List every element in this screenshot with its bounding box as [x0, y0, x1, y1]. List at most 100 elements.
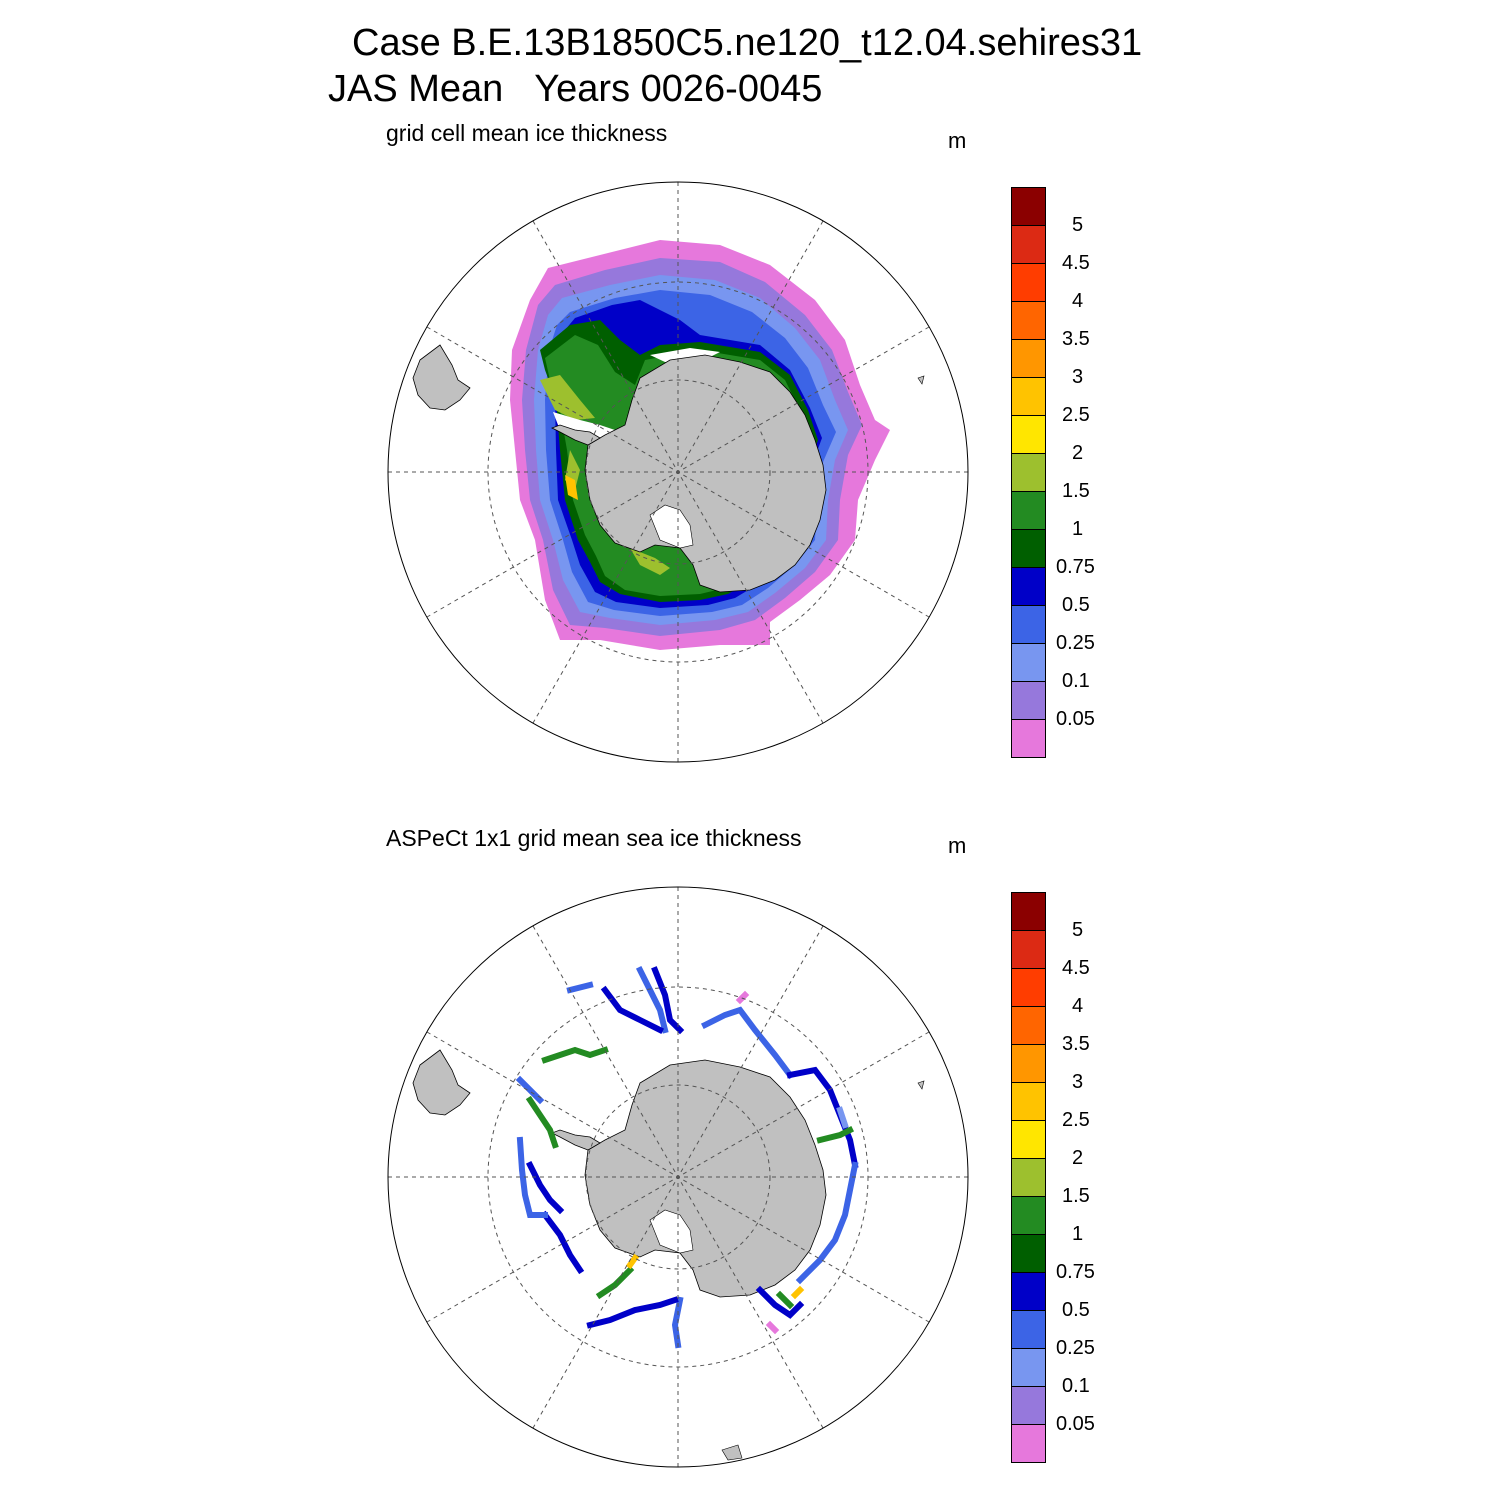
colorbar-swatch — [1011, 1234, 1046, 1273]
colorbar-swatch — [1011, 301, 1046, 340]
panel1-colorbar — [1011, 187, 1046, 758]
colorbar-swatch — [1011, 1386, 1046, 1425]
colorbar-tick-label: 1 — [1072, 518, 1084, 540]
colorbar-tick-label: 5 — [1072, 214, 1084, 236]
colorbar-tick-label: 0.05 — [1056, 708, 1095, 730]
track-8 — [795, 1161, 859, 1285]
colorbar-tick-label: 3.5 — [1062, 1033, 1090, 1055]
track-1 — [635, 965, 669, 1034]
track-16 — [525, 1095, 559, 1149]
colorbar-tick-label: 0.1 — [1062, 670, 1090, 692]
colorbar-tick-label: 3.5 — [1062, 328, 1090, 350]
colorbar-swatch — [1011, 1044, 1046, 1083]
track-13 — [540, 1210, 585, 1275]
small-island — [917, 375, 925, 385]
track-20 — [765, 1320, 780, 1335]
track-14 — [516, 1136, 548, 1218]
track-2 — [651, 966, 685, 1035]
colorbar-tick-label: 4 — [1072, 995, 1084, 1017]
colorbar-tick-label: 0.75 — [1056, 1261, 1095, 1283]
colorbar-tick-label: 3 — [1072, 1071, 1084, 1093]
track-18 — [515, 1075, 545, 1105]
colorbar-swatch — [1011, 377, 1046, 416]
colorbar-tick-label: 2 — [1072, 442, 1084, 464]
panel2-units: m — [948, 833, 967, 858]
colorbar-tick-label: 0.5 — [1062, 1299, 1090, 1321]
colorbar-swatch — [1011, 529, 1046, 568]
colorbar-swatch — [1011, 681, 1046, 720]
track-4 — [566, 981, 594, 994]
colorbar-tick-label: 1.5 — [1062, 1185, 1090, 1207]
colorbar-swatch — [1011, 415, 1046, 454]
colorbar-swatch — [1011, 1424, 1046, 1463]
panel1-units: m — [948, 128, 967, 153]
colorbar-swatch — [1011, 1158, 1046, 1197]
colorbar-swatch — [1011, 892, 1046, 931]
track-10 — [671, 1296, 684, 1349]
ice-shelf-gap-2 — [649, 1209, 694, 1254]
track-7 — [816, 1125, 855, 1144]
colorbar-tick-label: 5 — [1072, 919, 1084, 941]
ship-tracks — [515, 965, 859, 1349]
panel2-colorbar — [1011, 892, 1046, 1463]
panel1-polar-map — [387, 181, 969, 763]
track-21 — [625, 1253, 640, 1270]
ice-band-25 — [565, 475, 578, 500]
track-23 — [836, 1106, 849, 1129]
colorbar-swatch — [1011, 453, 1046, 492]
ice-band-2c — [630, 548, 670, 575]
colorbar-swatch — [1011, 1006, 1046, 1045]
colorbar-swatch — [1011, 1082, 1046, 1121]
colorbar-swatch — [1011, 1348, 1046, 1387]
track-5 — [700, 1006, 795, 1080]
panel1-graticule — [388, 182, 968, 762]
track-19 — [735, 990, 750, 1005]
colorbar-swatch — [1011, 1120, 1046, 1159]
colorbar-swatch — [1011, 643, 1046, 682]
colorbar-tick-label: 4 — [1072, 290, 1084, 312]
panel1-map-border — [387, 181, 969, 763]
colorbar-tick-label: 0.5 — [1062, 594, 1090, 616]
track-11 — [586, 1296, 679, 1329]
small-island-3 — [721, 1444, 743, 1461]
colorbar-tick-label: 3 — [1072, 366, 1084, 388]
colorbar-tick-label: 2.5 — [1062, 1109, 1090, 1131]
colorbar-swatch — [1011, 968, 1046, 1007]
colorbar-tick-label: 2 — [1072, 1147, 1084, 1169]
track-9 — [755, 1285, 805, 1319]
colorbar-swatch — [1011, 930, 1046, 969]
track-17 — [541, 1046, 609, 1064]
panel1-title: grid cell mean ice thickness — [386, 120, 668, 146]
colorbar-swatch — [1011, 719, 1046, 758]
figure-title-line2: JAS Mean Years 0026-0045 — [328, 68, 823, 110]
track-24 — [775, 1290, 795, 1310]
colorbar-tick-label: 0.05 — [1056, 1413, 1095, 1435]
colorbar-tick-label: 0.25 — [1056, 632, 1095, 654]
small-island-2 — [917, 1080, 925, 1090]
ice-shelf-gap — [649, 504, 694, 549]
colorbar-swatch — [1011, 187, 1046, 226]
colorbar-swatch — [1011, 1196, 1046, 1235]
colorbar-tick-label: 2.5 — [1062, 404, 1090, 426]
panel2-map-border — [387, 886, 969, 1468]
colorbar-swatch — [1011, 339, 1046, 378]
colorbar-tick-label: 4.5 — [1062, 957, 1090, 979]
antarctica-land — [584, 354, 827, 593]
south-america-land-2 — [412, 1049, 471, 1116]
colorbar-swatch — [1011, 605, 1046, 644]
colorbar-tick-label: 1.5 — [1062, 480, 1090, 502]
track-6 — [786, 1066, 859, 1169]
colorbar-swatch — [1011, 225, 1046, 264]
colorbar-tick-label: 0.25 — [1056, 1337, 1095, 1359]
colorbar-tick-label: 4.5 — [1062, 252, 1090, 274]
panel2-polar-map — [387, 886, 969, 1468]
ice-band-2 — [540, 375, 595, 420]
track-3 — [600, 985, 665, 1035]
colorbar-tick-label: 0.1 — [1062, 1375, 1090, 1397]
track-15 — [525, 1160, 565, 1215]
track-12 — [595, 1265, 635, 1300]
colorbar-swatch — [1011, 1310, 1046, 1349]
track-22 — [790, 1285, 805, 1300]
figure-title-line1: Case B.E.13B1850C5.ne120_t12.04.sehires3… — [352, 22, 1143, 64]
